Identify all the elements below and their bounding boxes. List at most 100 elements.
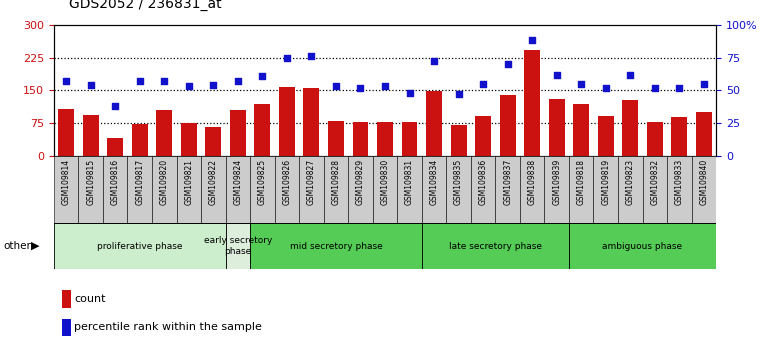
Bar [79,156,103,223]
Bar [450,125,467,156]
Point [600,85,612,91]
Text: proliferative phase: proliferative phase [97,241,182,251]
Bar [156,110,172,156]
Bar [422,223,569,269]
Bar [671,117,688,156]
Text: early secretory
phase: early secretory phase [203,236,272,256]
Point [281,55,293,60]
Point [182,84,195,89]
Bar [377,122,393,156]
Bar [520,156,544,223]
Text: GSM109825: GSM109825 [258,159,267,205]
Bar [176,156,201,223]
Text: ambiguous phase: ambiguous phase [602,241,682,251]
Bar [573,104,589,156]
Text: GSM109833: GSM109833 [675,159,684,205]
Bar [328,121,344,156]
Point [379,84,391,89]
Text: GSM109835: GSM109835 [454,159,463,205]
Text: GSM109837: GSM109837 [503,159,512,205]
Text: GSM109826: GSM109826 [283,159,291,205]
Text: other: other [4,241,32,251]
Bar [569,223,716,269]
Bar [181,123,197,156]
Point [575,81,588,86]
Text: mid secretory phase: mid secretory phase [290,241,383,251]
Bar [495,156,520,223]
Point [85,82,97,88]
Bar [348,156,373,223]
Bar [250,156,275,223]
Text: GSM109820: GSM109820 [159,159,169,205]
Text: ▶: ▶ [31,241,39,251]
Bar [250,223,422,269]
Bar [642,156,667,223]
Text: GSM109828: GSM109828 [331,159,340,205]
Point [673,85,685,91]
Point [330,84,342,89]
Bar [201,156,226,223]
Point [354,85,367,91]
Text: GSM109838: GSM109838 [527,159,537,205]
Text: GSM109818: GSM109818 [577,159,586,205]
Bar [132,124,148,156]
Bar [323,156,348,223]
Bar [54,223,226,269]
Bar [691,156,716,223]
Bar [544,156,569,223]
Bar [598,116,614,156]
Text: GSM109819: GSM109819 [601,159,611,205]
Bar [622,100,638,156]
Text: GSM109836: GSM109836 [479,159,487,205]
Text: count: count [74,294,105,304]
Bar [59,109,74,156]
Text: GSM109827: GSM109827 [307,159,316,205]
Point [109,103,122,109]
Bar [373,156,397,223]
Point [551,72,563,78]
Point [624,72,637,78]
Text: GSM109832: GSM109832 [651,159,659,205]
Bar [569,156,594,223]
Point [232,78,244,84]
Text: GSM109830: GSM109830 [380,159,390,205]
Bar [128,156,152,223]
Text: GSM109839: GSM109839 [552,159,561,205]
Text: GSM109829: GSM109829 [356,159,365,205]
Bar [226,223,250,269]
Point [501,61,514,67]
Text: GSM109816: GSM109816 [111,159,119,205]
Bar [230,110,246,156]
Point [256,73,269,79]
Bar [594,156,618,223]
Text: GSM109831: GSM109831 [405,159,414,205]
Text: GSM109821: GSM109821 [184,159,193,205]
Text: GSM109814: GSM109814 [62,159,71,205]
Bar [500,95,516,156]
Bar [152,156,176,223]
Bar [397,156,422,223]
Text: percentile rank within the sample: percentile rank within the sample [74,322,262,332]
Bar [618,156,642,223]
Point [698,81,710,86]
Bar [426,91,442,156]
Bar [300,156,323,223]
Bar [696,112,711,156]
Text: GSM109824: GSM109824 [233,159,243,205]
Bar [470,156,495,223]
Point [526,38,538,43]
Point [207,82,219,88]
Text: GSM109822: GSM109822 [209,159,218,205]
Text: GSM109823: GSM109823 [626,159,634,205]
Bar [303,88,320,156]
Bar [422,156,447,223]
Point [477,81,489,86]
Text: GSM109834: GSM109834 [430,159,439,205]
Bar [353,122,369,156]
Bar [447,156,470,223]
Bar [549,99,564,156]
Bar [107,138,123,156]
Text: GDS2052 / 236831_at: GDS2052 / 236831_at [69,0,222,11]
Text: GSM109817: GSM109817 [136,159,144,205]
Bar [647,122,663,156]
